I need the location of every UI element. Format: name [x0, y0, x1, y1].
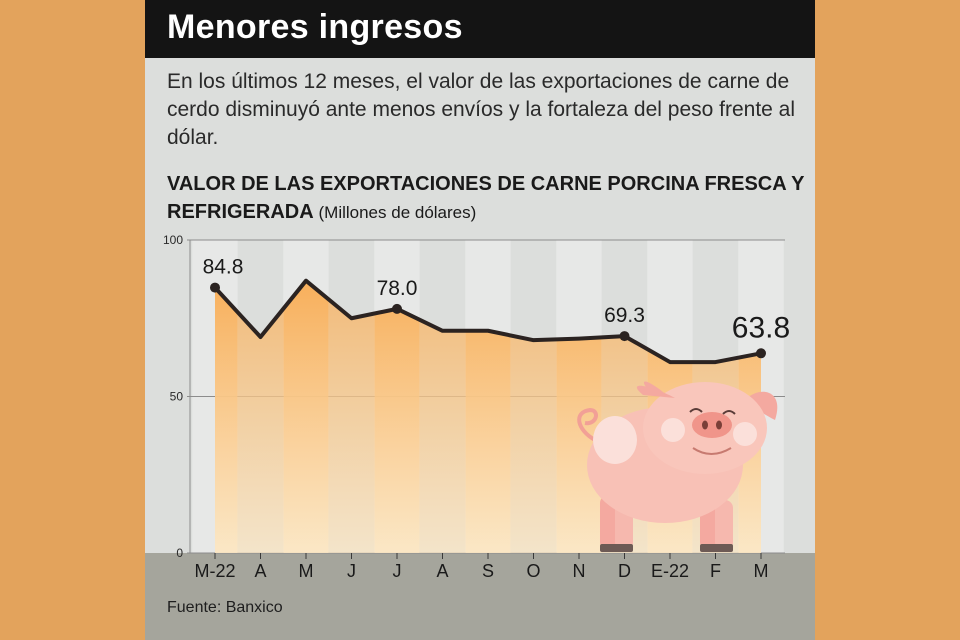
x-tick-label: M [299, 561, 314, 581]
area-band [283, 280, 329, 553]
source-note: Fuente: Banxico [167, 599, 283, 616]
series-line [213, 278, 762, 365]
pig-icon [577, 381, 778, 552]
x-tick-label: N [573, 561, 586, 581]
chart-heading-main: VALOR DE LAS EXPORTACIONES DE CARNE PORC… [167, 173, 805, 223]
export-value-chart: 84.8 78.0 69.3 63.8 100 50 0 M-22 A M J J A S O N D E-2… [163, 233, 790, 581]
x-tick-label: M [754, 561, 769, 581]
area-band [215, 280, 238, 553]
chart-heading-units: (Millones de dólares) [318, 203, 477, 222]
area-band [374, 280, 420, 553]
x-tick-label: J [393, 561, 402, 581]
x-tick-label: E-22 [651, 561, 689, 581]
y-tick-label: 100 [163, 233, 183, 247]
data-label: 84.8 [203, 256, 244, 279]
x-tick-label: J [347, 561, 356, 581]
x-tick-label: F [710, 561, 721, 581]
data-point [210, 282, 220, 293]
footer-band: Fuente: Banxico [145, 553, 815, 640]
page-title: Menores ingresos [167, 8, 463, 46]
data-point [756, 348, 766, 359]
x-tick-label: A [254, 561, 266, 581]
y-tick-label: 50 [170, 390, 184, 404]
x-tick-label: A [436, 561, 448, 581]
infographic-panel: Menores ingresos En los últimos 12 meses… [145, 0, 815, 640]
x-tick-label: O [526, 561, 540, 581]
area-band [328, 280, 375, 553]
data-point [619, 331, 630, 342]
data-label: 69.3 [604, 304, 645, 327]
data-label: 63.8 [732, 311, 790, 344]
y-tick-label: 0 [176, 546, 183, 560]
data-label: 78.0 [377, 277, 418, 300]
description: En los últimos 12 meses, el valor de las… [167, 70, 796, 149]
chart-heading: VALOR DE LAS EXPORTACIONES DE CARNE PORC… [167, 170, 807, 227]
title-bar: Menores ingresos [145, 0, 815, 58]
data-point [392, 303, 402, 314]
x-tick-label: M-22 [194, 561, 235, 581]
x-tick-label: D [618, 561, 631, 581]
x-tick-label: S [482, 561, 494, 581]
